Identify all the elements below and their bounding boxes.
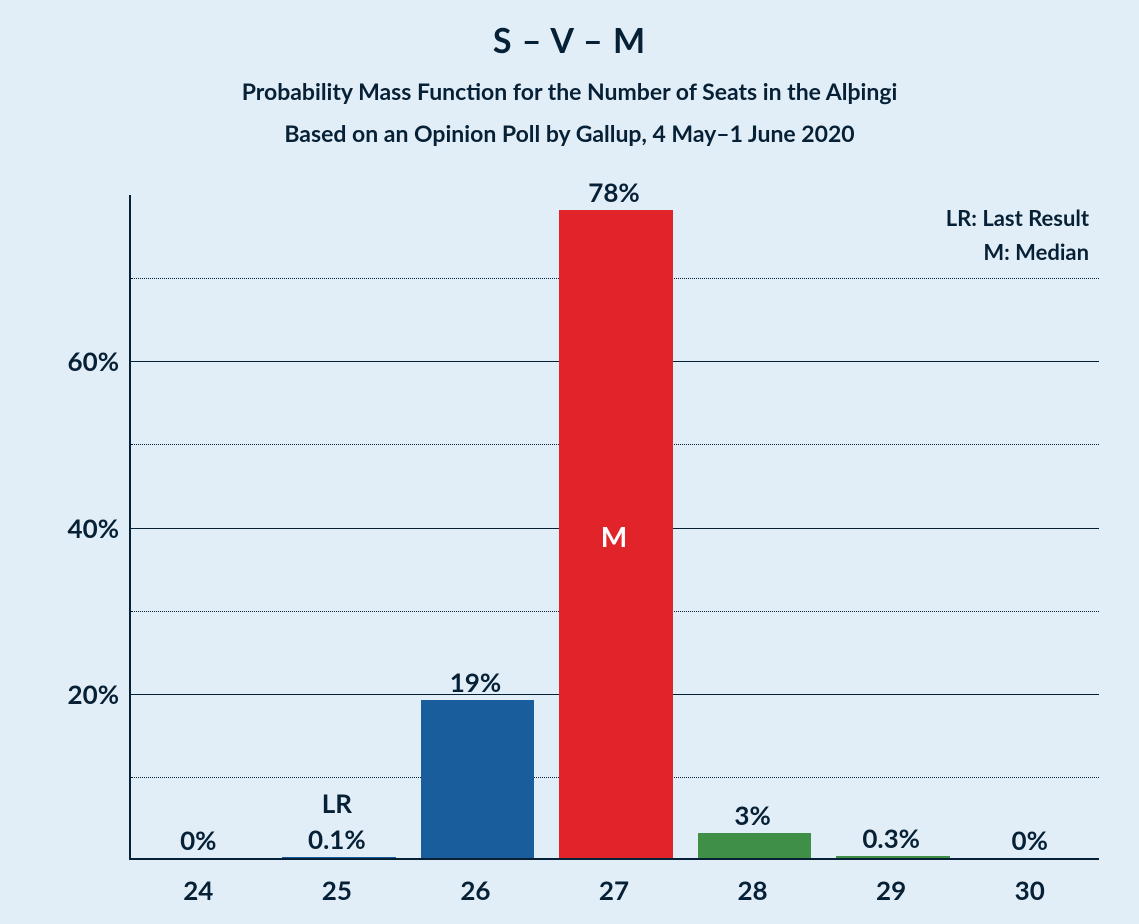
x-tick-label: 27 — [599, 874, 629, 906]
x-tick-label: 24 — [183, 874, 213, 906]
x-tick-label: 29 — [876, 874, 906, 906]
title-block: S – V – M Probability Mass Function for … — [0, 20, 1139, 147]
chart-title: S – V – M — [0, 20, 1139, 61]
bar-value-label: 0% — [180, 824, 216, 856]
bar-value-label: 0.1% — [308, 823, 366, 855]
x-tick-label: 26 — [460, 874, 490, 906]
bar — [282, 857, 396, 858]
chart-canvas: © 2020 Filip van Laenen S – V – M Probab… — [0, 0, 1139, 924]
y-tick-label: 20% — [49, 678, 119, 710]
bar — [421, 700, 535, 858]
legend-m: M: Median — [946, 235, 1089, 269]
bar — [836, 856, 950, 858]
bar-value-label: 78% — [588, 176, 639, 208]
bar-annotation: LR — [322, 787, 352, 819]
bar-value-label: 0% — [1012, 824, 1048, 856]
legend-lr: LR: Last Result — [946, 201, 1089, 235]
y-tick-label: 60% — [49, 345, 119, 377]
bar-value-label: 0.3% — [862, 822, 920, 854]
y-tick-label: 40% — [49, 512, 119, 544]
x-tick-label: 25 — [322, 874, 352, 906]
bar — [698, 833, 812, 858]
chart-subtitle-2: Based on an Opinion Poll by Gallup, 4 Ma… — [0, 119, 1139, 147]
x-tick-label: 30 — [1015, 874, 1045, 906]
legend: LR: Last Result M: Median — [946, 201, 1089, 269]
bar-value-label: 19% — [450, 666, 501, 698]
chart-subtitle-1: Probability Mass Function for the Number… — [0, 77, 1139, 105]
bar-inside-label: M — [601, 519, 627, 553]
bar-value-label: 3% — [734, 799, 770, 831]
x-tick-label: 28 — [737, 874, 767, 906]
